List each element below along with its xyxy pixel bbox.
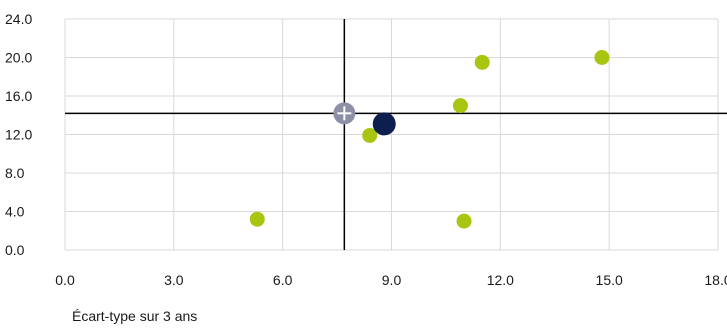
y-tick-label: 16.0 (5, 88, 32, 104)
y-tick-label: 20.0 (5, 50, 32, 66)
x-tick-label: 0.0 (55, 272, 75, 288)
x-tick-label: 12.0 (487, 272, 514, 288)
data-points (249, 50, 610, 229)
grid-lines (64, 18, 719, 251)
x-axis-label: Écart-type sur 3 ans (72, 308, 198, 324)
x-tick-label: 15.0 (596, 272, 623, 288)
x-tick-label: 18.0 (704, 272, 727, 288)
reference-lines (65, 19, 727, 250)
x-tick-label: 3.0 (164, 272, 184, 288)
y-tick-label: 0.0 (5, 242, 25, 258)
y-tick-label: 8.0 (5, 165, 25, 181)
data-point-highlight (372, 112, 396, 136)
data-point (594, 50, 610, 65)
data-point (452, 98, 468, 114)
y-tick-label: 12.0 (5, 127, 32, 143)
y-tick-label: 24.0 (5, 11, 32, 27)
x-tick-label: 9.0 (382, 272, 402, 288)
data-point-reference (333, 102, 356, 125)
data-point (249, 211, 265, 227)
tick-labels: 0.0 3.0 6.0 9.0 12.0 15.0 18.0 0.0 4.0 8.0 12.0 16.… (5, 11, 727, 288)
data-point (456, 213, 472, 229)
data-point (362, 127, 378, 143)
x-tick-label: 6.0 (273, 272, 293, 288)
data-point (474, 54, 490, 70)
y-tick-label: 4.0 (5, 204, 25, 220)
